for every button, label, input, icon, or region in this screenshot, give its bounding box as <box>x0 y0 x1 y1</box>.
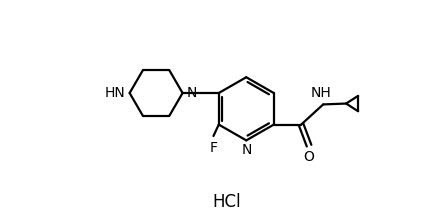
Text: F: F <box>210 141 218 155</box>
Text: HN: HN <box>104 86 125 100</box>
Text: N: N <box>242 143 252 157</box>
Text: N: N <box>187 86 198 100</box>
Text: O: O <box>304 150 314 164</box>
Text: NH: NH <box>311 86 331 100</box>
Text: HCl: HCl <box>212 193 241 211</box>
